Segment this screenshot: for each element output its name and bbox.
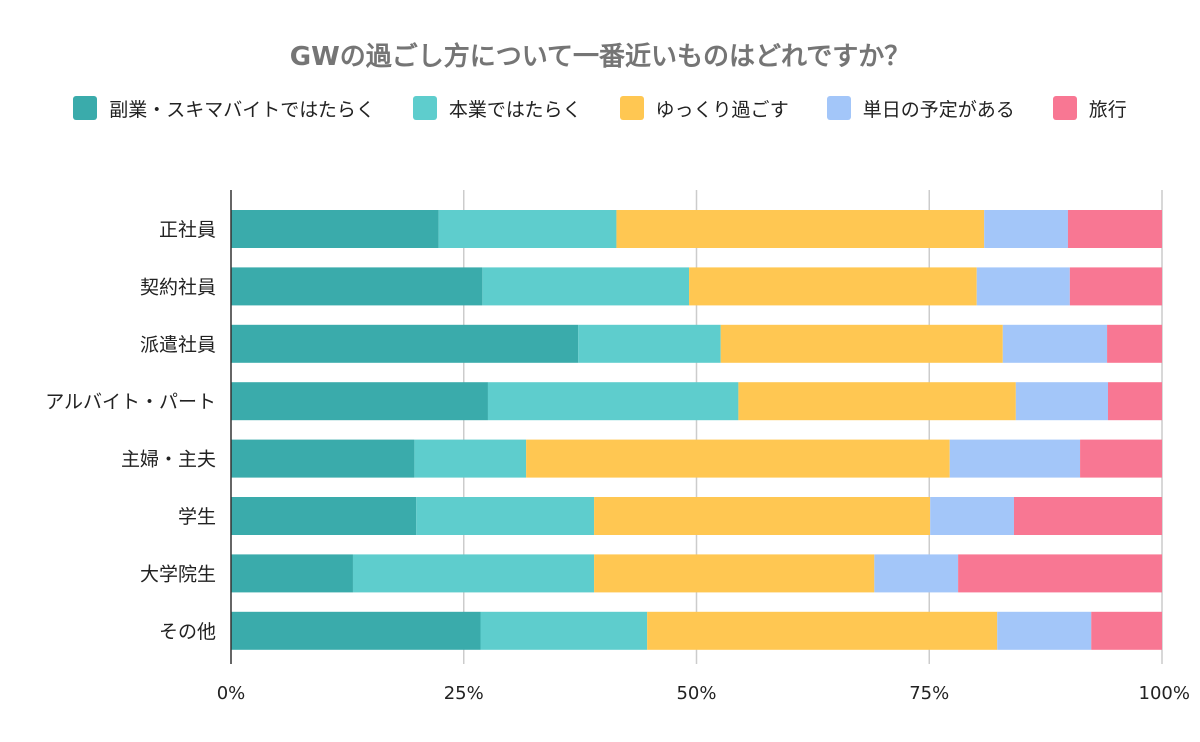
bar-segment xyxy=(949,439,1081,478)
bar-segment xyxy=(482,267,690,306)
bar-segment xyxy=(594,497,931,535)
legend-label: 本業ではたらく xyxy=(448,98,582,121)
category-label: アルバイト・パート xyxy=(45,391,216,413)
category-label: その他 xyxy=(159,621,216,643)
bar-segment xyxy=(1002,324,1108,363)
bar-segment xyxy=(578,324,721,363)
category-label: 派遣社員 xyxy=(140,334,216,356)
bar-segment xyxy=(231,324,579,363)
bar-segment xyxy=(526,439,950,478)
bar-segment xyxy=(958,554,1162,593)
bar-segment xyxy=(594,554,875,593)
bar-segment xyxy=(1069,267,1162,306)
legend-label: 旅行 xyxy=(1088,98,1127,121)
bar-segment xyxy=(984,210,1068,248)
legend-swatch xyxy=(826,96,851,120)
bar-segment xyxy=(480,611,648,650)
legend-label: ゆっくり過ごす xyxy=(655,98,789,121)
legend-item[interactable]: 副業・スキマバイトではたらく xyxy=(73,96,375,121)
bar-segment xyxy=(874,554,959,593)
bar-segment xyxy=(738,382,1016,421)
category-label: 学生 xyxy=(178,506,216,528)
bar-segment xyxy=(352,554,595,593)
bar-segment xyxy=(231,554,353,593)
category-label: 契約社員 xyxy=(140,276,216,298)
bar-segment xyxy=(231,611,481,650)
bar-segment xyxy=(976,267,1070,306)
x-tick-label: 100% xyxy=(1139,683,1190,704)
x-tick-label: 0% xyxy=(217,683,246,704)
x-tick-label: 25% xyxy=(444,683,484,704)
bar-segment xyxy=(487,382,739,421)
bar-segment xyxy=(231,497,417,535)
bar-segment xyxy=(1080,439,1162,478)
bar-segment xyxy=(231,439,415,478)
legend-item[interactable]: 単日の予定がある xyxy=(826,96,1015,121)
bar-segment xyxy=(997,611,1092,650)
bar-segment xyxy=(231,267,483,306)
bar-segment xyxy=(1091,611,1162,650)
legend-item[interactable]: 旅行 xyxy=(1052,96,1127,121)
bar-segment xyxy=(231,382,488,421)
bar-segment xyxy=(689,267,977,306)
chart-title: GWの過ごし方について一番近いものはどれですか？ xyxy=(289,42,911,72)
legend-swatch xyxy=(1052,96,1077,120)
legend-label: 副業・スキマバイトではたらく xyxy=(109,98,375,121)
category-label: 正社員 xyxy=(159,219,216,241)
x-tick-label: 50% xyxy=(676,683,716,704)
bar-segment xyxy=(720,324,1003,363)
bar-segment xyxy=(1108,382,1162,421)
bar-segment xyxy=(1013,497,1162,535)
bar-segment xyxy=(930,497,1014,535)
category-label: 主婦・主夫 xyxy=(121,449,216,471)
category-label: 大学院生 xyxy=(140,563,216,585)
legend-swatch xyxy=(412,96,437,120)
bar-segment xyxy=(1067,210,1162,248)
bar-segment xyxy=(416,497,595,535)
x-tick-label: 75% xyxy=(909,683,949,704)
legend: 副業・スキマバイトではたらく 本業ではたらく ゆっくり過ごす 単日の予定がある 旅行 xyxy=(40,96,1160,121)
bar-segment xyxy=(616,210,985,248)
legend-swatch xyxy=(619,96,644,120)
bar-segment xyxy=(231,210,439,248)
legend-swatch xyxy=(73,96,98,120)
bar-segment xyxy=(414,439,527,478)
bar-segment xyxy=(1015,382,1109,421)
bar-segment xyxy=(647,611,998,650)
legend-item[interactable]: ゆっくり過ごす xyxy=(619,96,789,121)
bar-segment xyxy=(1107,324,1162,363)
legend-label: 単日の予定がある xyxy=(862,98,1015,121)
bar-segment xyxy=(438,210,617,248)
legend-item[interactable]: 本業ではたらく xyxy=(412,96,582,121)
